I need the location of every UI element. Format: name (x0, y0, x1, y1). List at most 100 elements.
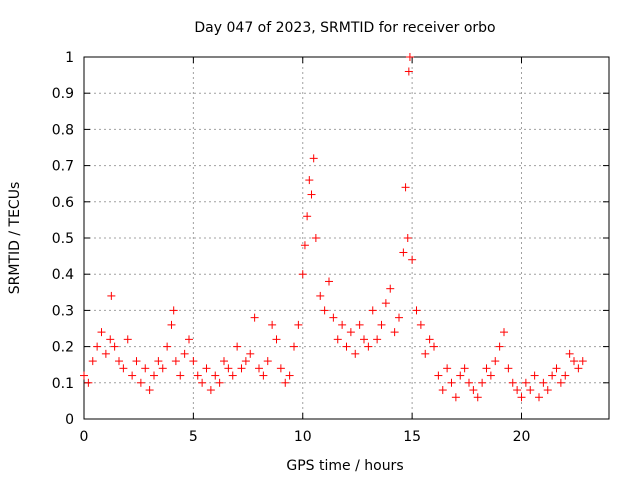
x-axis-label: GPS time / hours (286, 458, 403, 474)
data-point (309, 154, 318, 163)
data-point (320, 306, 329, 315)
data-point (351, 349, 360, 358)
data-point (305, 176, 314, 185)
x-tick-label: 0 (80, 429, 89, 445)
data-point (189, 357, 198, 366)
x-tick-label: 15 (403, 429, 421, 445)
data-point (412, 306, 421, 315)
data-point (276, 364, 285, 373)
data-point (513, 386, 522, 395)
data-point (84, 378, 93, 387)
data-point (342, 342, 351, 351)
y-tick-label: 0.3 (52, 303, 74, 319)
data-point (115, 357, 123, 366)
data-point (430, 342, 438, 351)
data-point (211, 371, 220, 380)
data-point (338, 320, 347, 329)
data-point (259, 371, 268, 380)
data-point (360, 335, 368, 344)
chart-title: Day 047 of 2023, SRMTID for receiver orb… (194, 20, 495, 36)
data-point (158, 364, 167, 373)
data-point (246, 349, 255, 358)
data-point (154, 357, 163, 366)
data-point (404, 67, 413, 76)
data-point (141, 364, 150, 373)
data-point (408, 255, 417, 264)
data-point (311, 234, 320, 242)
data-point (176, 371, 185, 380)
data-point (381, 299, 390, 308)
data-point (250, 313, 259, 322)
data-point (303, 212, 312, 221)
y-tick-label: 0.6 (52, 195, 74, 211)
data-point (495, 342, 504, 351)
x-tick-label: 5 (189, 429, 198, 445)
y-tick-label: 0.1 (52, 376, 74, 392)
data-point (504, 364, 513, 373)
data-point (530, 371, 539, 380)
data-point (80, 371, 88, 380)
data-point (486, 371, 495, 380)
data-point (298, 270, 307, 279)
data-point (552, 364, 561, 373)
data-point (241, 357, 250, 366)
data-point (447, 378, 456, 387)
data-point (460, 364, 469, 373)
data-point (526, 386, 535, 395)
axis-ticks: 00.10.20.30.40.50.60.70.80.910 5 10 15 20 (52, 50, 609, 445)
data-point (272, 335, 281, 344)
x-tick-label: 20 (513, 429, 531, 445)
data-point (198, 378, 207, 387)
data-point (478, 378, 487, 387)
data-point (145, 386, 154, 395)
data-point (136, 378, 145, 387)
data-point (390, 328, 399, 337)
data-point (355, 320, 364, 329)
data-point (281, 378, 290, 387)
data-point (395, 313, 403, 322)
data-point (508, 378, 517, 387)
x-tick-label: 10 (294, 429, 312, 445)
data-point (443, 364, 452, 373)
data-point (123, 335, 132, 344)
data-point (473, 393, 482, 402)
data-point (180, 349, 189, 358)
data-point (285, 371, 294, 380)
data-point (578, 357, 587, 366)
y-tick-label: 0.8 (52, 122, 74, 138)
data-point (346, 328, 355, 337)
data-point (421, 349, 430, 358)
data-point (561, 371, 570, 380)
data-point (517, 393, 526, 402)
data-point (368, 306, 377, 315)
data-point (373, 335, 382, 344)
y-tick-label: 0.5 (52, 231, 74, 247)
data-point (307, 190, 316, 199)
data-point (386, 284, 395, 293)
data-point (425, 335, 434, 344)
data-point (185, 335, 193, 344)
data-point (228, 371, 237, 380)
data-point (438, 386, 447, 395)
data-point (169, 306, 178, 315)
data-point (451, 393, 460, 402)
data-point (255, 364, 263, 373)
data-point (110, 342, 119, 351)
data-point (93, 342, 102, 351)
data-point (132, 357, 141, 366)
data-point (171, 357, 180, 366)
data-point (543, 386, 552, 395)
data-point (263, 357, 272, 366)
data-point (119, 364, 128, 373)
data-point (220, 357, 228, 366)
data-points (80, 53, 587, 402)
data-point (237, 364, 246, 373)
data-point (329, 313, 338, 322)
data-point (268, 320, 277, 329)
y-tick-label: 0.2 (52, 340, 74, 356)
data-point (163, 342, 172, 351)
data-point (150, 371, 158, 380)
data-point (456, 371, 465, 380)
data-point (399, 248, 408, 257)
data-point (416, 320, 425, 329)
